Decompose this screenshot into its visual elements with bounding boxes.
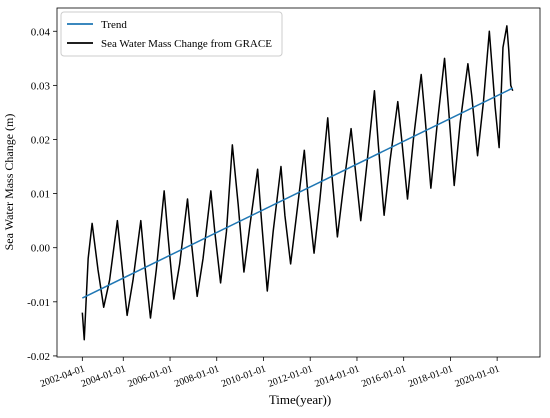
y-tick-label: 0.04 [31, 26, 51, 38]
y-tick-label: -0.02 [27, 351, 50, 363]
x-tick-label: 2012-01-01 [267, 363, 315, 389]
x-tick-label: 2010-01-01 [220, 363, 268, 389]
y-tick-label: 0.02 [31, 134, 50, 146]
y-tick-label: 0.00 [31, 243, 51, 255]
y-axis-label: Sea Water Mass Change (m) [2, 114, 16, 251]
x-tick-label: 2016-01-01 [360, 363, 408, 389]
x-tick-label: 2014-01-01 [313, 363, 361, 389]
x-tick-label: 2018-01-01 [407, 363, 455, 389]
data-line [82, 87, 514, 299]
legend: Trend Sea Water Mass Change from GRACE [60, 11, 283, 57]
x-tick-label: 2008-01-01 [173, 363, 221, 389]
x-tick-label: 2006-01-01 [126, 363, 174, 389]
plot-frame [56, 7, 541, 358]
legend-label: Trend [101, 19, 127, 31]
x-tick-label: 2004-01-01 [80, 363, 128, 389]
legend-box [60, 11, 283, 57]
legend-label: Sea Water Mass Change from GRACE [101, 38, 272, 50]
x-tick-label: 2020-01-01 [454, 363, 502, 389]
y-tick-label: 0.03 [31, 80, 51, 92]
y-tick-label: -0.01 [27, 297, 50, 309]
x-axis-label: Time(year)) [269, 392, 331, 407]
y-tick-label: 0.01 [31, 189, 50, 201]
data-line [81, 25, 514, 341]
x-tick-label: 2002-04-01 [39, 363, 87, 389]
